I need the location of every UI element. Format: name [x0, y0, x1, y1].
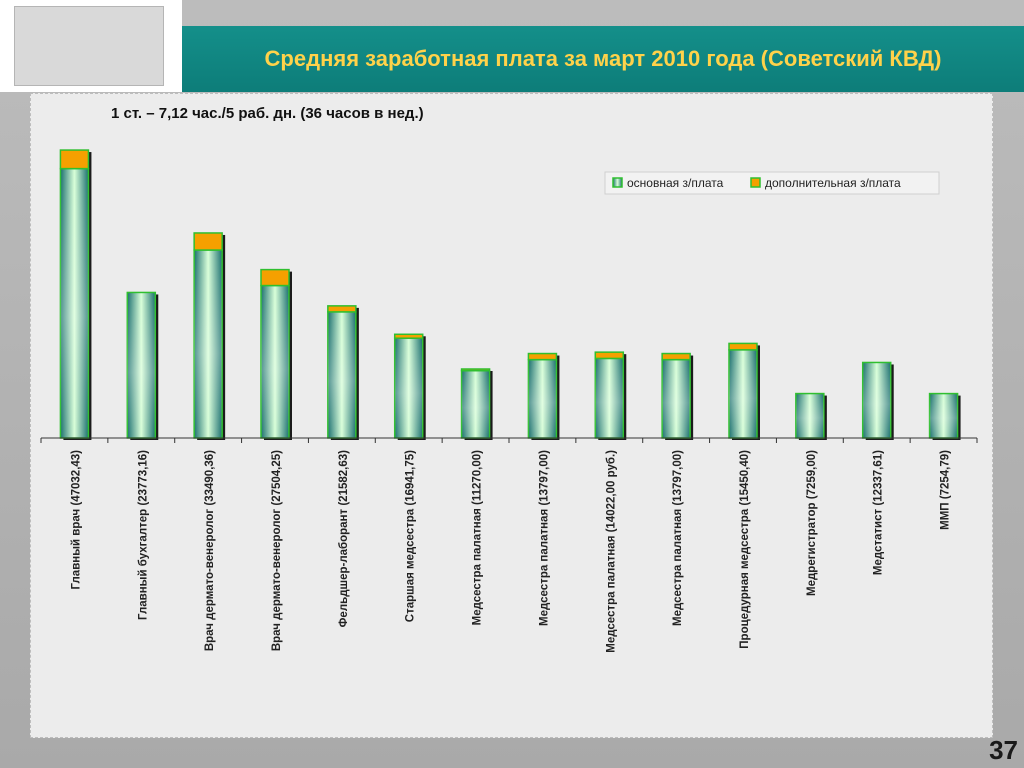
page-number: 37	[989, 735, 1018, 765]
bar-base-highlight	[327, 311, 356, 438]
x-tick-label: Медсестра палатная (14022,00 руб.)	[605, 450, 617, 653]
bar-base-highlight	[595, 358, 624, 438]
bar-extra-salary	[527, 352, 558, 361]
bars-group	[59, 149, 961, 440]
bar-base-highlight	[662, 359, 691, 438]
bar-extra-salary	[260, 268, 290, 287]
bar-extra-salary	[460, 368, 491, 372]
legend-swatch-base	[612, 177, 623, 188]
bar-chart: 1 ст. – 7,12 час./5 раб. дн. (36 часов в…	[40, 105, 978, 653]
bar-extra-salary	[594, 351, 625, 360]
bar-base-highlight	[461, 370, 490, 438]
bar-base-highlight	[194, 250, 223, 438]
bar-extra-salary	[728, 342, 758, 351]
x-tick-label: Медрегистратор (7259,00)	[806, 450, 818, 596]
x-tick-label: ММП (7254,79)	[940, 450, 952, 530]
bar-extra-salary	[59, 149, 90, 170]
bar-base-highlight	[261, 285, 289, 438]
x-tick-label: Медсестра палатная (13797,00)	[538, 450, 550, 626]
bar-extra-salary	[393, 333, 424, 339]
chart-subtitle: 1 ст. – 7,12 час./5 раб. дн. (36 часов в…	[111, 105, 424, 122]
bar-base-highlight	[60, 168, 89, 438]
bar-base-highlight	[929, 393, 958, 438]
x-tick-label: Врач дермато-венеролог (27504,25)	[271, 450, 283, 651]
logo-image-placeholder	[14, 6, 164, 86]
legend-box	[604, 171, 940, 195]
x-tick-label: Главный бухгалтер (23773,16)	[137, 450, 149, 620]
x-tick-label: Медстатист (12337,61)	[873, 450, 885, 575]
bar-base-highlight	[729, 349, 757, 438]
logo	[0, 0, 182, 92]
bar-base-highlight	[528, 359, 557, 438]
bar-base-highlight	[394, 338, 423, 438]
bar-extra-salary	[327, 305, 357, 313]
header-bar: Средняя заработная плата за март 2010 го…	[182, 26, 1024, 92]
x-tick-label: Процедурная медсестра (15450,40)	[739, 450, 751, 649]
x-axis: Главный врач (47032,43) Главный бухгалтер…	[40, 437, 978, 653]
bar-extra-salary	[661, 352, 691, 361]
legend-label-extra: дополнительная з/плата	[765, 176, 901, 190]
bar-extra-salary	[193, 232, 223, 251]
bar-base-highlight	[862, 362, 891, 438]
bar-base-highlight	[127, 292, 156, 438]
x-tick-label: Медсестра палатная (13797,00)	[672, 450, 684, 626]
legend-label-base: основная з/плата	[627, 176, 724, 190]
x-tick-label: Фельдшер-лаборант (21582,63)	[338, 450, 350, 628]
legend-swatch-extra	[750, 177, 761, 188]
x-tick-label: Главный врач (47032,43)	[70, 450, 82, 590]
legend: основная з/плата дополнительная з/плата	[604, 171, 940, 195]
x-tick-label: Старшая медсестра (16941,75)	[405, 450, 417, 622]
x-tick-label: Медсестра палатная (11270,00)	[472, 450, 484, 625]
chart-panel: 1 ст. – 7,12 час./5 раб. дн. (36 часов в…	[30, 93, 993, 738]
x-tick-label: Врач дермато-венеролог (33490,36)	[204, 450, 216, 651]
bar-base-highlight	[795, 393, 824, 438]
page-title: Средняя заработная плата за март 2010 го…	[264, 46, 942, 71]
